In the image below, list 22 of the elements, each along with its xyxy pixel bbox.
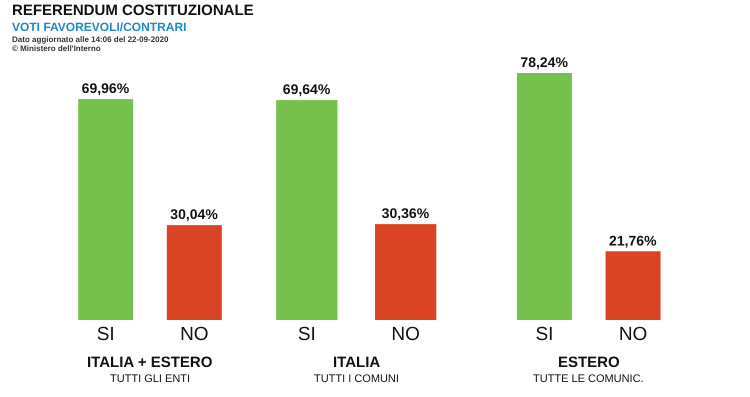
x-tick-label: SI (535, 324, 554, 345)
x-tick-label: NO (180, 324, 209, 345)
data-label: 30,36% (382, 205, 430, 222)
data-label: 30,04% (170, 206, 218, 222)
data-label: 69,64% (282, 81, 331, 98)
x-tick-label: SI (298, 324, 316, 345)
x-tick-label: NO (391, 324, 420, 345)
x-axis-title: ESTERO (558, 354, 620, 371)
x-axis-title: ITALIA + ESTERO (87, 354, 213, 371)
text: VOTI FAVOREVOLI/CONTRARI (12, 20, 186, 34)
x-tick-label: NO (618, 324, 648, 345)
text: TUTTI GLI ENTI (110, 373, 190, 385)
data-label: 21,76% (609, 232, 658, 248)
x-axis-title: ITALIA (333, 354, 380, 371)
x-tick-label: SI (96, 324, 115, 345)
text: TUTTI I COMUNI (314, 373, 399, 385)
data-label: 69,96% (82, 80, 130, 96)
text: Dato aggiornato alle 14:06 del 22-09-2020 (12, 35, 170, 44)
text: © Ministero dell'Interno (12, 44, 101, 53)
data-label: 78,24% (520, 54, 568, 70)
text: REFERENDUM COSTITUZIONALE (12, 2, 254, 19)
text: TUTTE LE COMUNIC. (533, 373, 644, 385)
